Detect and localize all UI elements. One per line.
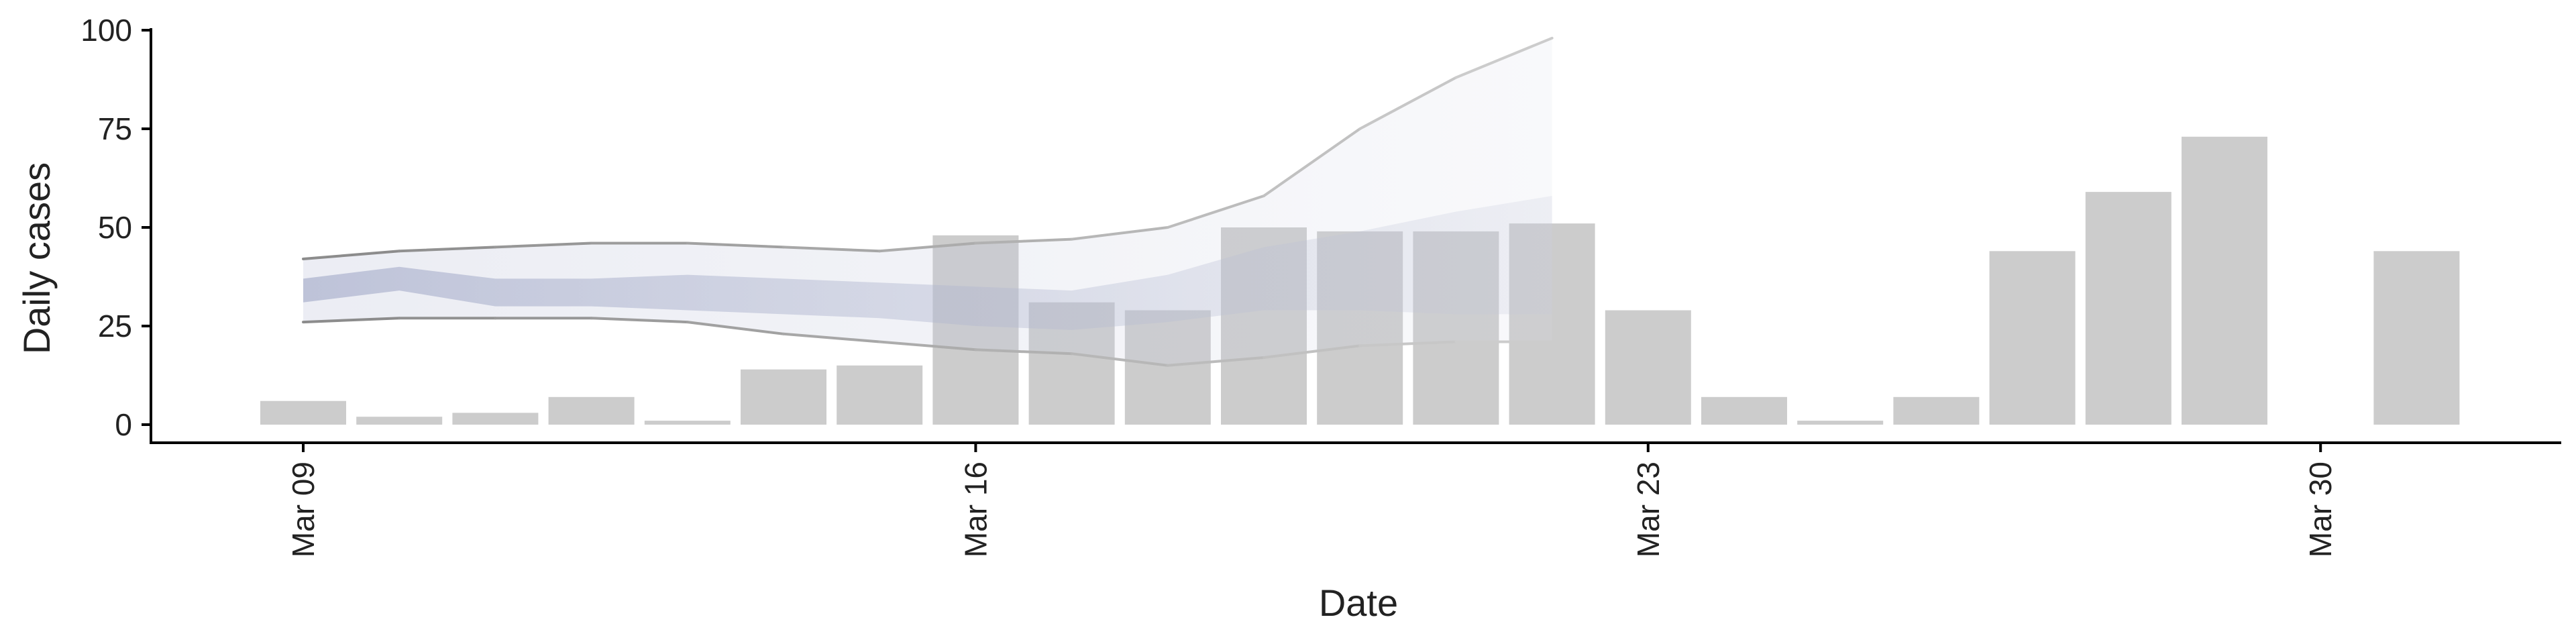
x-tick-label: Mar 16 xyxy=(958,462,993,557)
upper-bound-segment xyxy=(398,246,497,253)
lower-bound-segment xyxy=(1070,352,1169,367)
x-axis-ticks: Mar 09 Mar 16 Mar 23 Mar 30 xyxy=(286,443,2338,557)
y-tick-label: 100 xyxy=(80,13,132,48)
upper-bound-segment xyxy=(878,241,977,253)
band-50 xyxy=(303,196,1552,330)
y-axis-ticks: 0 25 50 75 100 xyxy=(80,13,151,442)
upper-bound-segment xyxy=(1454,36,1554,79)
upper-bound-segment xyxy=(974,237,1073,245)
estimate-bound-lines xyxy=(302,36,1554,367)
bar-2020-03-27 xyxy=(1989,251,2076,425)
upper-bound-segment xyxy=(494,241,593,249)
lower-bound-segment xyxy=(1166,356,1265,367)
upper-bound-segment xyxy=(1166,195,1265,229)
y-tick-label: 50 xyxy=(98,210,132,245)
lower-bound-segment xyxy=(1358,340,1458,347)
bar-2020-03-26 xyxy=(1893,396,1980,425)
lower-bound-segment xyxy=(686,321,785,335)
upper-bound-segment xyxy=(686,241,785,249)
upper-bound-segment xyxy=(1263,127,1362,197)
lower-bound-segment xyxy=(1263,344,1362,359)
bar-2020-03-14 xyxy=(741,369,826,425)
y-axis-title: Daily cases xyxy=(15,162,58,354)
y-tick-label: 25 xyxy=(98,309,132,343)
bar-2020-03-29 xyxy=(2182,136,2267,425)
bar-2020-03-23 xyxy=(1605,310,1691,425)
x-tick-label: Mar 09 xyxy=(286,462,321,557)
x-tick-label: Mar 23 xyxy=(1631,462,1666,557)
upper-bound-segment xyxy=(1070,226,1169,241)
lower-bound-segment xyxy=(590,317,689,324)
y-tick-label: 75 xyxy=(98,111,132,146)
lower-bound-segment xyxy=(974,348,1073,356)
bar-2020-03-15 xyxy=(837,365,923,425)
bar-2020-03-10 xyxy=(356,417,443,425)
bar-2020-03-25 xyxy=(1797,421,1884,425)
bar-2020-03-13 xyxy=(644,421,731,425)
y-tick-label: 0 xyxy=(115,407,132,442)
bar-2020-03-31 xyxy=(2373,251,2460,425)
estimate-bands xyxy=(303,38,1552,366)
lower-bound-segment xyxy=(878,340,977,352)
upper-bound-segment xyxy=(782,246,881,253)
lower-bound-segment xyxy=(782,332,881,343)
bar-2020-03-28 xyxy=(2085,192,2171,425)
upper-bound-segment xyxy=(1358,76,1458,130)
upper-bound-segment xyxy=(302,250,401,260)
bar-2020-03-11 xyxy=(452,413,539,425)
lower-bound-segment xyxy=(302,317,401,324)
bar-2020-03-09 xyxy=(260,400,346,425)
bar-2020-03-24 xyxy=(1701,396,1787,425)
x-tick-label: Mar 30 xyxy=(2303,462,2338,557)
bar-2020-03-12 xyxy=(548,396,635,425)
x-axis-title: Date xyxy=(1319,582,1398,624)
